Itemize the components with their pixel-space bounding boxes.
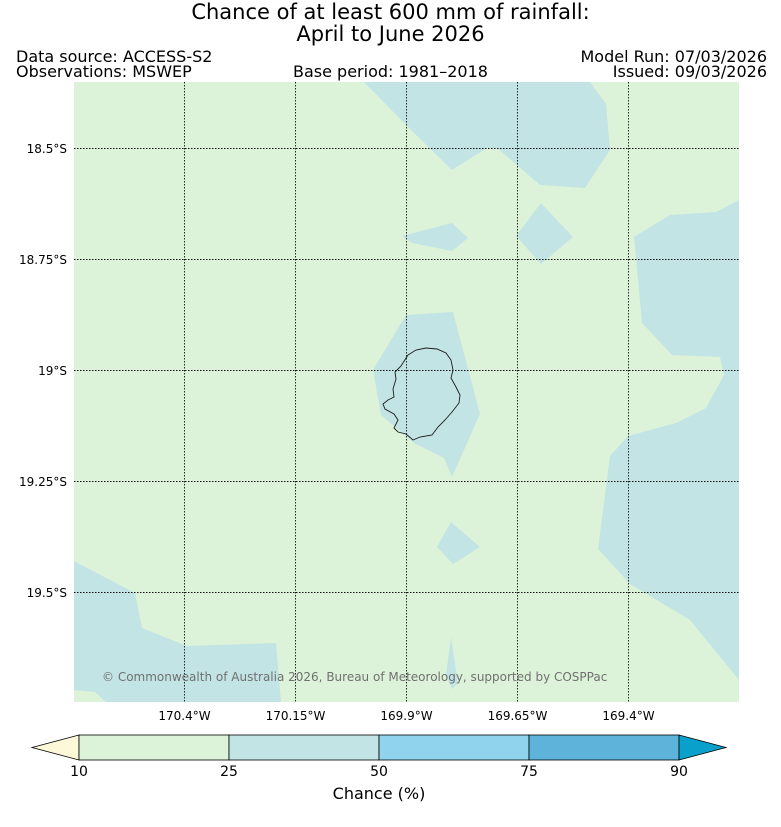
colorbar-extend-low bbox=[30, 734, 80, 761]
lat-label: 19.5°S bbox=[27, 586, 67, 600]
colorbar-tick: 90 bbox=[670, 764, 688, 780]
lon-label: 170.15°W bbox=[266, 709, 326, 723]
lon-label: 169.4°W bbox=[602, 709, 654, 723]
region-top-center bbox=[364, 82, 610, 188]
region-small-south bbox=[437, 522, 480, 564]
colorbar-tick: 50 bbox=[370, 764, 388, 780]
region-small-diamond bbox=[516, 203, 573, 264]
region-island bbox=[373, 312, 480, 477]
probability-regions bbox=[74, 82, 739, 702]
colorbar-bin-50-75 bbox=[378, 734, 530, 761]
colorbar-bin-10-25 bbox=[78, 734, 230, 761]
map-gridlines bbox=[74, 82, 739, 702]
region-east bbox=[598, 200, 739, 680]
lon-label: 169.9°W bbox=[380, 709, 432, 723]
region-southwest bbox=[74, 561, 281, 702]
lon-label: 169.65°W bbox=[488, 709, 548, 723]
colorbar bbox=[30, 734, 728, 761]
colorbar-bin-75-90 bbox=[528, 734, 680, 761]
colorbar-tick: 25 bbox=[220, 764, 238, 780]
colorbar-extend-high bbox=[678, 734, 728, 761]
colorbar-title: Chance (%) bbox=[333, 784, 426, 803]
base-period: Base period: 1981–2018 bbox=[293, 62, 488, 81]
data-source: Data source: ACCESS-S2 bbox=[16, 47, 213, 66]
copyright-notice: © Commonwealth of Australia 2026, Bureau… bbox=[102, 670, 607, 684]
issued-date: Issued: 09/03/2026 bbox=[612, 62, 767, 81]
observations: Observations: MSWEP bbox=[16, 62, 192, 81]
lat-label: 19.25°S bbox=[19, 475, 67, 489]
lat-label: 18.5°S bbox=[27, 142, 67, 156]
lat-label: 19°S bbox=[38, 364, 67, 378]
island-coastline bbox=[382, 347, 461, 441]
model-run: Model Run: 07/03/2026 bbox=[580, 47, 768, 66]
map-title-line-1: Chance of at least 600 mm of rainfall: bbox=[191, 0, 590, 24]
colorbar-tick: 75 bbox=[520, 764, 538, 780]
lon-label: 170.4°W bbox=[158, 709, 210, 723]
region-small-west bbox=[402, 223, 468, 251]
region-south-sliver bbox=[446, 637, 458, 689]
lat-label: 18.75°S bbox=[19, 253, 67, 267]
colorbar-bin-25-50 bbox=[228, 734, 380, 761]
colorbar-tick: 10 bbox=[70, 764, 88, 780]
map-title-line-2: April to June 2026 bbox=[296, 22, 485, 46]
